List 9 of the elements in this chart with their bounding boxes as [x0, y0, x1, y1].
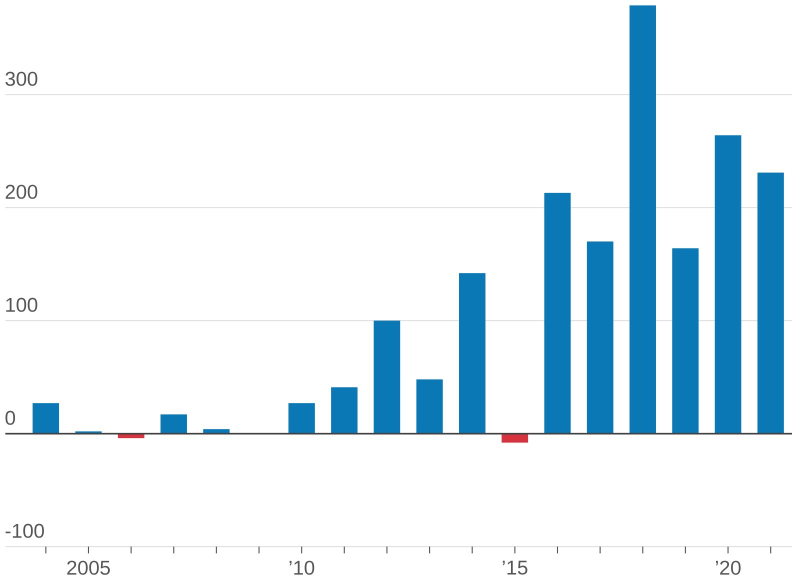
x-tick-label: ’10 [290, 560, 314, 575]
y-tick-label: 0 [5, 410, 16, 425]
y-tick-label: 300 [5, 72, 38, 86]
y-tick-label: 200 [6, 184, 38, 199]
x-tick-label: ’15 [502, 560, 528, 575]
x-tick-label: ’20 [716, 560, 741, 575]
x-tick-label: 2005 [67, 560, 110, 575]
y-tick-label: -100 [6, 524, 44, 538]
y-tick-label: 100 [6, 298, 38, 312]
